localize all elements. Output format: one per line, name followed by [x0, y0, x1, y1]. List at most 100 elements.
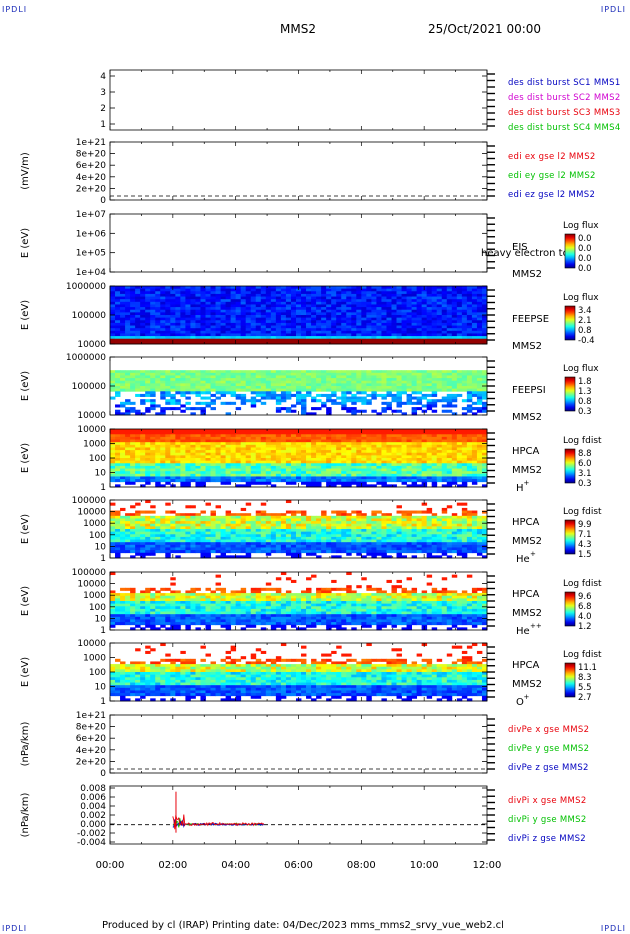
heatmap-cell	[260, 307, 267, 311]
heatmap-cell	[135, 317, 141, 321]
heatmap-cell	[200, 304, 206, 308]
heatmap-cell	[130, 521, 136, 525]
heatmap-cell	[351, 412, 357, 416]
heatmap-cell	[145, 325, 151, 329]
heatmap-cell	[205, 515, 211, 519]
heatmap-cell	[301, 455, 307, 459]
heatmap-cell	[215, 471, 221, 475]
heatmap-cell	[225, 372, 232, 376]
heatmap-cell	[175, 307, 181, 311]
heatmap-cell	[270, 336, 277, 340]
heatmap-cell	[120, 388, 126, 392]
heatmap-cell	[170, 458, 176, 462]
heatmap-cell	[416, 378, 423, 382]
heatmap-cell	[476, 309, 483, 313]
heatmap-cell	[170, 309, 176, 313]
heatmap-cell	[431, 286, 438, 290]
heatmap-cell	[225, 315, 232, 319]
heatmap-cell	[411, 291, 418, 295]
heatmap-cell	[250, 468, 257, 472]
colorbar-tick-label: 1.3	[578, 387, 592, 397]
heatmap-cell	[220, 338, 227, 342]
heatmap-cell	[150, 479, 156, 483]
heatmap-cell	[150, 288, 156, 292]
heatmap-cell	[210, 510, 216, 514]
heatmap-cell	[436, 338, 443, 342]
heatmap-cell	[225, 452, 232, 456]
heatmap-cell	[130, 463, 136, 467]
heatmap-cell	[285, 479, 292, 483]
heatmap-cell	[416, 447, 423, 451]
heatmap-cell	[386, 476, 392, 480]
heatmap-cell	[356, 333, 362, 337]
heatmap-cell	[170, 471, 176, 475]
heatmap-cell	[295, 307, 302, 311]
heatmap-cell	[265, 393, 272, 397]
heatmap-cell	[275, 296, 282, 300]
heatmap-cell	[205, 547, 211, 551]
heatmap-cell	[351, 436, 357, 440]
heatmap-cell	[270, 460, 277, 464]
heatmap-cell	[140, 429, 146, 433]
heatmap-cell	[200, 333, 206, 337]
heatmap-cell	[140, 325, 146, 329]
heatmap-cell	[451, 455, 458, 459]
heatmap-cell	[190, 407, 196, 411]
heatmap-cell	[125, 450, 131, 454]
heatmap-cell	[311, 460, 317, 464]
heatmap-cell	[185, 288, 191, 292]
heatmap-cell	[190, 450, 196, 454]
heatmap-cell	[366, 444, 372, 448]
heatmap-cell	[185, 330, 191, 334]
heatmap-cell	[145, 523, 151, 527]
heatmap-cell	[205, 391, 211, 395]
heatmap-cell	[240, 429, 247, 433]
heatmap-cell	[406, 476, 412, 480]
heatmap-cell	[275, 452, 282, 456]
heatmap-cell	[155, 436, 161, 440]
heatmap-cell	[421, 372, 428, 376]
heatmap-cell	[285, 317, 292, 321]
heatmap-cell	[301, 341, 307, 345]
heatmap-cell	[471, 383, 478, 387]
heatmap-cell	[230, 320, 237, 324]
heatmap-cell	[210, 539, 216, 543]
heatmap-cell	[341, 476, 347, 480]
heatmap-cell	[235, 465, 242, 469]
heatmap-cell	[436, 304, 443, 308]
heatmap-cell	[481, 409, 488, 413]
heatmap-cell	[416, 407, 423, 411]
heatmap-cell	[245, 320, 252, 324]
heatmap-cell	[125, 529, 131, 533]
heatmap-cell	[321, 320, 327, 324]
heatmap-cell	[336, 450, 342, 454]
heatmap-cell	[220, 552, 227, 556]
heatmap-cell	[210, 383, 216, 387]
heatmap-cell	[185, 328, 191, 332]
heatmap-cell	[230, 536, 237, 540]
heatmap-cell	[190, 412, 196, 416]
heatmap-cell	[421, 288, 428, 292]
heatmap-cell	[411, 442, 418, 446]
heatmap-cell	[421, 450, 428, 454]
heatmap-cell	[336, 296, 342, 300]
heatmap-cell	[461, 439, 468, 443]
heatmap-cell	[396, 333, 402, 337]
heatmap-cell	[306, 439, 312, 443]
heatmap-cell	[376, 380, 382, 384]
heatmap-cell	[376, 293, 382, 297]
heatmap-cell	[120, 536, 126, 540]
heatmap-cell	[135, 431, 141, 435]
heatmap-cell	[160, 458, 166, 462]
heatmap-cell	[376, 338, 382, 342]
heatmap-cell	[135, 450, 141, 454]
heatmap-cell	[205, 544, 211, 548]
heatmap-cell	[381, 447, 387, 451]
heatmap-cell	[371, 336, 377, 340]
heatmap-cell	[306, 380, 312, 384]
heatmap-cell	[461, 315, 468, 319]
heatmap-cell	[386, 375, 392, 379]
heatmap-cell	[175, 550, 181, 554]
heatmap-cell	[150, 431, 156, 435]
heatmap-cell	[250, 299, 257, 303]
